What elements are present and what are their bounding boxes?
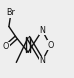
Text: O: O (47, 41, 54, 50)
Text: Br: Br (7, 8, 16, 17)
Text: N: N (39, 26, 45, 35)
Text: N: N (39, 56, 45, 65)
Text: O: O (3, 42, 9, 51)
